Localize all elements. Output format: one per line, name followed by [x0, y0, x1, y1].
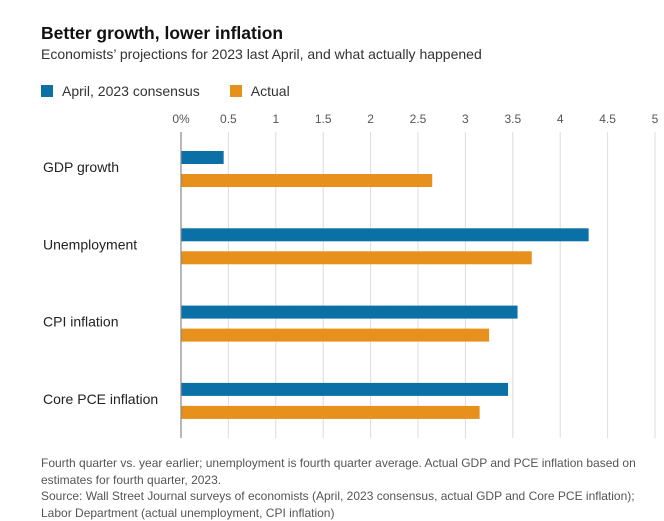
bar-consensus: [181, 151, 224, 164]
x-tick-label: 1.5: [315, 112, 332, 126]
chart-title: Better growth, lower inflation: [41, 23, 283, 44]
bar-actual: [181, 174, 432, 187]
bar-consensus: [181, 228, 589, 241]
legend-item-consensus: April, 2023 consensus: [41, 83, 200, 99]
legend-label-consensus: April, 2023 consensus: [62, 83, 200, 99]
x-tick-label: 4: [557, 112, 564, 126]
category-label: Unemployment: [43, 236, 137, 252]
chart-footnote: Fourth quarter vs. year earlier; unemplo…: [41, 455, 661, 521]
legend-swatch-actual: [230, 85, 242, 97]
bar-consensus: [181, 306, 518, 319]
category-label: GDP growth: [43, 159, 119, 175]
bar-actual: [181, 406, 480, 419]
x-tick-label: 0.5: [220, 112, 237, 126]
x-tick-label: 0%: [172, 112, 190, 126]
bar-actual: [181, 329, 489, 342]
legend-label-actual: Actual: [251, 83, 290, 99]
category-label: CPI inflation: [43, 314, 118, 330]
legend-swatch-consensus: [41, 85, 53, 97]
x-tick-label: 4.5: [599, 112, 616, 126]
x-tick-label: 5: [652, 112, 659, 126]
bar-chart: 0% 0.5 1 1.5 2 2.5 3 3.5 4 4.5 5 GDP growth Unemploy…: [0, 108, 664, 443]
bar-consensus: [181, 383, 508, 396]
category-label: Core PCE inflation: [43, 391, 158, 407]
x-tick-label: 3: [462, 112, 469, 126]
x-tick-label: 1: [272, 112, 279, 126]
x-tick-label: 3.5: [504, 112, 521, 126]
chart-legend: April, 2023 consensus Actual: [41, 82, 320, 100]
footnote-source: Source: Wall Street Journal surveys of e…: [41, 488, 661, 521]
chart-subtitle: Economists’ projections for 2023 last Ap…: [41, 46, 482, 62]
legend-item-actual: Actual: [230, 83, 290, 99]
footnote-note: Fourth quarter vs. year earlier; unemplo…: [41, 455, 661, 488]
bar-actual: [181, 251, 532, 264]
x-tick-label: 2: [367, 112, 374, 126]
x-tick-label: 2.5: [410, 112, 427, 126]
